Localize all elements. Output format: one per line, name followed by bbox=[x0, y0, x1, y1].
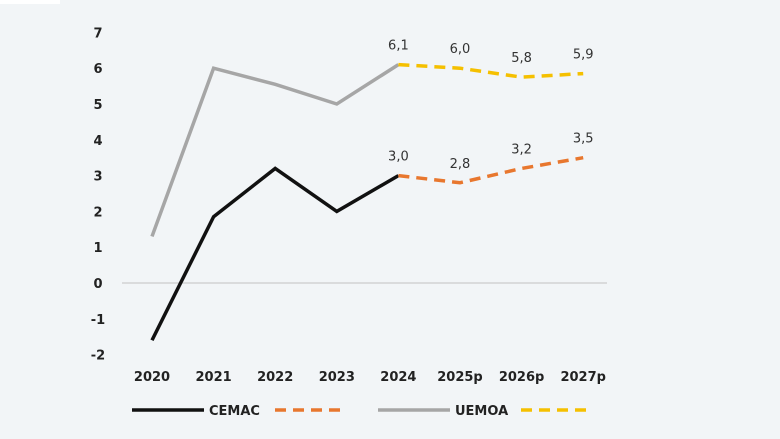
data-label: 6,1 bbox=[388, 39, 409, 54]
y-tick-label: -1 bbox=[91, 313, 105, 328]
series-line-cemac bbox=[150, 166, 400, 342]
y-tick-label: 4 bbox=[93, 134, 102, 149]
x-tick-label: 2023 bbox=[319, 370, 355, 385]
y-tick-label: 1 bbox=[93, 241, 102, 256]
data-label: 5,9 bbox=[573, 48, 594, 63]
x-tick-label: 2022 bbox=[257, 370, 293, 385]
x-tick-label: 2025p bbox=[437, 370, 483, 385]
series-line-uemoa bbox=[150, 63, 400, 238]
y-tick-label: 3 bbox=[93, 170, 102, 185]
x-tick-label: 2024 bbox=[380, 370, 416, 385]
x-tick-label: 2021 bbox=[196, 370, 232, 385]
legend-label: UEMOA bbox=[455, 404, 508, 419]
forecast-line-uemoa bbox=[398, 62, 584, 79]
forecast-line-cemac bbox=[398, 155, 584, 185]
y-tick-label: 0 bbox=[93, 277, 102, 292]
data-label: 3,0 bbox=[388, 150, 409, 165]
x-tick-label: 2027p bbox=[560, 370, 606, 385]
x-tick-label: 2026p bbox=[499, 370, 545, 385]
data-label: 2,8 bbox=[450, 157, 471, 172]
y-tick-label: 2 bbox=[93, 205, 102, 220]
x-tick-label: 2020 bbox=[134, 370, 170, 385]
corner-patch bbox=[0, 0, 60, 4]
y-tick-label: 5 bbox=[93, 98, 102, 113]
y-tick-label: 7 bbox=[93, 26, 102, 41]
data-label: 6,0 bbox=[450, 42, 471, 57]
y-tick-label: -2 bbox=[91, 349, 105, 364]
legend-label: CEMAC bbox=[209, 404, 260, 419]
data-label: 3,5 bbox=[573, 132, 594, 147]
data-label: 5,8 bbox=[511, 51, 532, 66]
data-label: 3,2 bbox=[511, 142, 532, 157]
y-tick-label: 6 bbox=[93, 62, 102, 77]
